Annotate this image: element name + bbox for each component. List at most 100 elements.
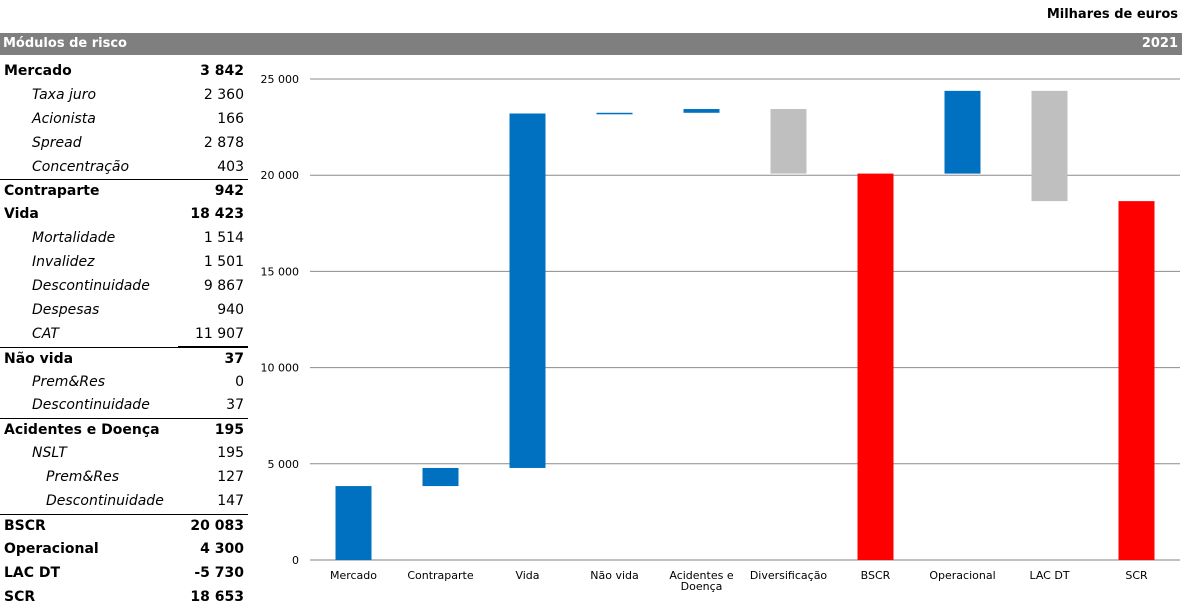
table-row: CAT 11 907 xyxy=(0,323,248,347)
row-value: 18 653 xyxy=(190,588,244,605)
header-year: 2021 xyxy=(1141,36,1178,51)
table-row: SCR 18 653 xyxy=(0,586,248,610)
x-tick-label: SCR xyxy=(1125,569,1148,582)
table-row: Despesas 940 xyxy=(0,299,248,323)
header-title: Módulos de risco xyxy=(3,36,127,51)
row-value: 1 514 xyxy=(203,230,244,247)
table-row: Contraparte 942 xyxy=(0,179,248,203)
row-label: Mercado xyxy=(4,63,72,79)
row-value: 403 xyxy=(217,158,244,175)
x-tick-label: Contraparte xyxy=(407,569,474,582)
value-underline xyxy=(178,345,248,347)
table-row: Concentração 403 xyxy=(0,156,248,180)
y-tick-label: 10 000 xyxy=(261,362,300,375)
table-row: Operacional 4 300 xyxy=(0,538,248,562)
row-value: 940 xyxy=(217,301,244,318)
y-tick-label: 0 xyxy=(292,554,299,567)
table-row: Invalidez 1 501 xyxy=(0,251,248,275)
x-tick-label: Operacional xyxy=(929,569,995,582)
row-label: NSLT xyxy=(32,445,67,462)
bar xyxy=(1031,90,1068,202)
y-tick-label: 15 000 xyxy=(261,265,300,278)
row-label: Descontinuidade xyxy=(32,278,150,295)
table-row: Não vida 37 xyxy=(0,346,248,371)
header-bar: Módulos de risco 2021 xyxy=(0,33,1182,55)
x-tick-label: LAC DT xyxy=(1029,569,1069,582)
row-label: Acionista xyxy=(32,110,96,127)
y-tick-label: 20 000 xyxy=(261,169,300,182)
table-row: NSLT 195 xyxy=(0,442,248,466)
row-value: 4 300 xyxy=(200,540,244,557)
table-row: Acionista 166 xyxy=(0,108,248,132)
row-value: 1 501 xyxy=(203,254,244,271)
row-label: Acidentes e Doença xyxy=(4,422,160,439)
bar xyxy=(770,109,807,174)
x-tick-label: Acidentes e xyxy=(669,569,733,582)
row-value: 166 xyxy=(217,110,244,127)
row-value: 195 xyxy=(217,445,244,462)
row-value: -5 730 xyxy=(194,564,244,581)
row-label: Prem&Res xyxy=(46,469,120,486)
x-tick-label: BSCR xyxy=(861,569,891,582)
row-label: LAC DT xyxy=(4,564,61,581)
row-value: 18 423 xyxy=(190,206,244,223)
row-value: 2 878 xyxy=(203,134,244,151)
table-row: Descontinuidade 147 xyxy=(0,490,248,514)
table-row: Descontinuidade 9 867 xyxy=(0,275,248,299)
row-label: Spread xyxy=(32,134,82,151)
table-row: LAC DT -5 730 xyxy=(0,562,248,586)
row-label: Descontinuidade xyxy=(32,397,150,414)
row-value: 147 xyxy=(217,493,244,510)
risk-modules-table: Mercado 3 842 Taxa juro 2 360 Acionista 166 Sp… xyxy=(0,60,248,609)
y-tick-label: 25 000 xyxy=(261,73,300,86)
row-value: 127 xyxy=(217,469,244,486)
bar xyxy=(944,90,981,174)
table-row: Mercado 3 842 xyxy=(0,60,248,84)
chart-gridlines xyxy=(310,78,1180,561)
bar xyxy=(857,173,894,560)
chart-bars xyxy=(335,90,1155,561)
row-value: 942 xyxy=(214,183,244,200)
table-row: Mortalidade 1 514 xyxy=(0,227,248,251)
x-axis-labels: Mercado Contraparte Vida Não vida Acidentes … xyxy=(330,569,1148,593)
row-label: Invalidez xyxy=(32,254,95,271)
x-tick-label: Não vida xyxy=(590,569,639,582)
table-row: Descontinuidade 37 xyxy=(0,394,248,418)
row-value: 9 867 xyxy=(203,278,244,295)
row-label: Não vida xyxy=(4,350,74,367)
bar xyxy=(422,467,459,487)
row-label: BSCR xyxy=(4,517,46,534)
row-label: Concentração xyxy=(32,158,130,175)
row-value: 2 360 xyxy=(203,86,244,103)
table-row: Spread 2 878 xyxy=(0,132,248,156)
row-label: Taxa juro xyxy=(32,86,97,103)
x-tick-label: Vida xyxy=(515,569,539,582)
unit-label: Milhares de euros xyxy=(1046,7,1178,22)
row-label: Descontinuidade xyxy=(46,493,164,510)
x-tick-label: Mercado xyxy=(330,569,377,582)
row-value: 37 xyxy=(226,397,244,414)
row-value: 3 842 xyxy=(200,63,244,79)
row-value: 0 xyxy=(235,373,244,390)
table-row: Prem&Res 0 xyxy=(0,371,248,395)
bar xyxy=(335,486,372,560)
row-label: CAT xyxy=(32,325,59,342)
y-axis-labels: 0 5 000 10 000 15 000 20 000 25 000 xyxy=(261,73,300,567)
x-tick-label: Doença xyxy=(681,580,723,593)
row-value: 20 083 xyxy=(190,517,244,534)
bar xyxy=(683,109,720,113)
row-label: Mortalidade xyxy=(32,230,116,247)
row-label: Vida xyxy=(4,206,39,223)
table-row: Acidentes e Doença 195 xyxy=(0,418,248,442)
bar xyxy=(596,112,633,115)
y-tick-label: 5 000 xyxy=(268,458,300,471)
row-value: 11 907 xyxy=(195,325,244,342)
table-row: Prem&Res 127 xyxy=(0,466,248,490)
row-label: Operacional xyxy=(4,540,99,557)
row-label: Despesas xyxy=(32,301,100,318)
row-label: SCR xyxy=(4,588,36,605)
table-row: BSCR 20 083 xyxy=(0,513,248,538)
bar xyxy=(509,113,546,468)
row-value: 37 xyxy=(224,350,244,367)
